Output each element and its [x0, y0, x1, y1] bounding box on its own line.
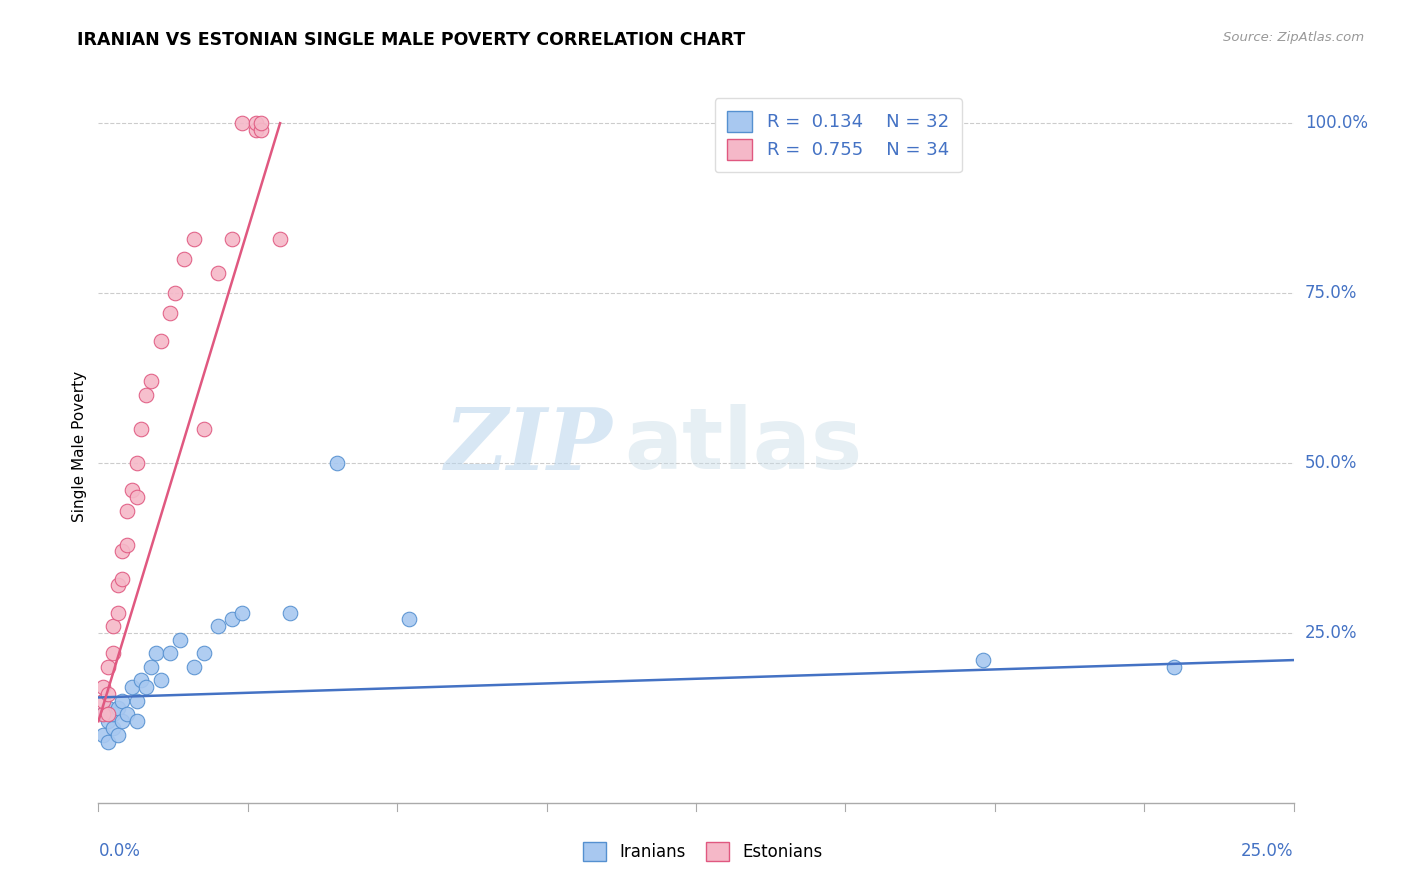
Text: atlas: atlas [624, 404, 862, 488]
Point [183, 232, 205, 246]
Text: 50.0%: 50.0% [1305, 454, 1357, 472]
Point [139, 660, 162, 674]
Point [111, 694, 134, 708]
Point [221, 612, 243, 626]
Point [145, 646, 167, 660]
Point [107, 606, 129, 620]
Point [245, 116, 267, 130]
Point [97, 707, 120, 722]
Point [278, 606, 301, 620]
Point [250, 123, 273, 137]
Point [269, 232, 291, 246]
Point [131, 673, 153, 688]
Point [326, 456, 349, 470]
Point [1163, 660, 1185, 674]
Point [169, 632, 191, 647]
Point [91, 707, 114, 722]
Point [125, 694, 148, 708]
Point [135, 680, 157, 694]
Text: 25.0%: 25.0% [1305, 624, 1357, 642]
Point [125, 714, 148, 729]
Y-axis label: Single Male Poverty: Single Male Poverty [72, 370, 87, 522]
Point [115, 707, 138, 722]
Point [398, 612, 420, 626]
Point [101, 646, 124, 660]
Text: 75.0%: 75.0% [1305, 284, 1357, 302]
Point [111, 572, 134, 586]
Text: 100.0%: 100.0% [1305, 114, 1368, 132]
Point [183, 660, 205, 674]
Text: 25.0%: 25.0% [1241, 842, 1294, 860]
Point [121, 483, 143, 498]
Point [125, 490, 148, 504]
Point [193, 646, 215, 660]
Point [250, 116, 273, 130]
Point [207, 619, 229, 633]
Point [115, 537, 138, 551]
Legend: Iranians, Estonians: Iranians, Estonians [576, 835, 830, 868]
Point [97, 734, 120, 748]
Point [135, 388, 157, 402]
Point [115, 503, 138, 517]
Point [107, 700, 129, 714]
Point [91, 680, 114, 694]
Point [97, 714, 120, 729]
Point [97, 660, 120, 674]
Point [231, 606, 253, 620]
Point [173, 252, 195, 266]
Point [149, 334, 172, 348]
Text: Source: ZipAtlas.com: Source: ZipAtlas.com [1223, 31, 1364, 45]
Point [245, 123, 267, 137]
Point [97, 700, 120, 714]
Point [139, 375, 162, 389]
Point [193, 422, 215, 436]
Point [159, 646, 181, 660]
Point [107, 578, 129, 592]
Point [221, 232, 243, 246]
Point [125, 456, 148, 470]
Point [101, 619, 124, 633]
Point [101, 707, 124, 722]
Text: ZIP: ZIP [444, 404, 613, 488]
Point [231, 116, 253, 130]
Point [107, 728, 129, 742]
Point [159, 306, 181, 320]
Point [91, 694, 114, 708]
Point [97, 687, 120, 701]
Point [207, 266, 229, 280]
Point [101, 721, 124, 735]
Point [111, 714, 134, 729]
Point [91, 728, 114, 742]
Text: 0.0%: 0.0% [98, 842, 141, 860]
Point [91, 707, 114, 722]
Point [972, 653, 994, 667]
Point [111, 544, 134, 558]
Point [131, 422, 153, 436]
Legend: R =  0.134    N = 32, R =  0.755    N = 34: R = 0.134 N = 32, R = 0.755 N = 34 [714, 98, 962, 172]
Point [121, 680, 143, 694]
Point [163, 286, 186, 301]
Text: IRANIAN VS ESTONIAN SINGLE MALE POVERTY CORRELATION CHART: IRANIAN VS ESTONIAN SINGLE MALE POVERTY … [77, 31, 745, 49]
Point [149, 673, 172, 688]
